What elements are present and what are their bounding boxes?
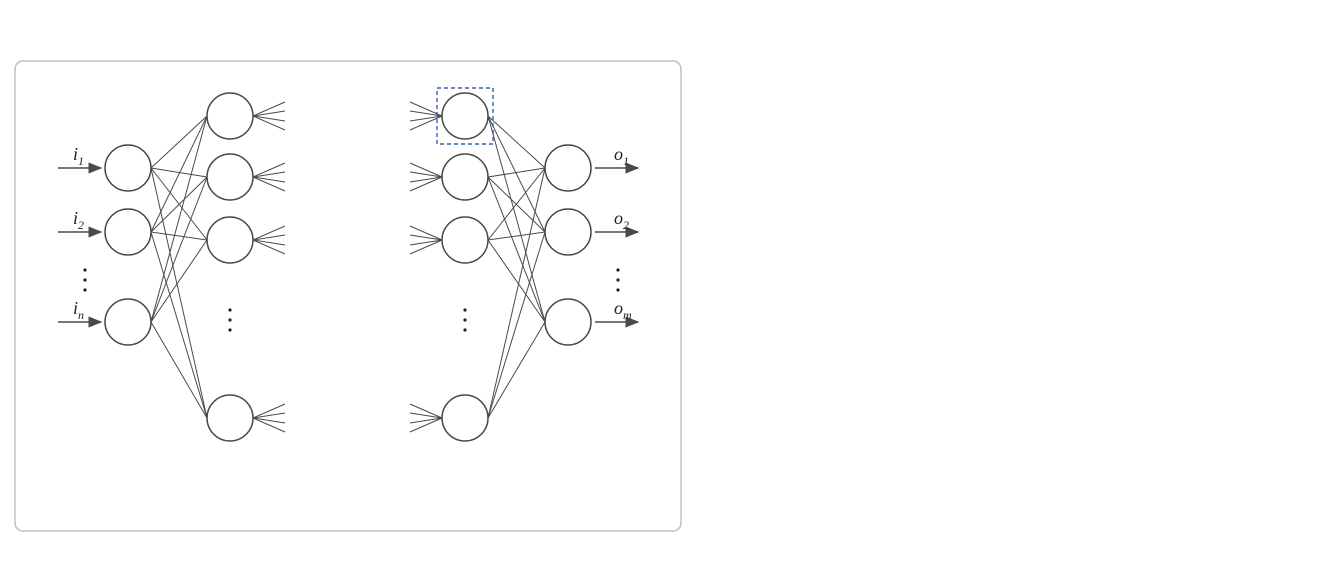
vdots <box>83 278 86 281</box>
hidden1-node <box>207 217 253 263</box>
vdots <box>463 318 466 321</box>
vdots <box>83 268 86 271</box>
vdots <box>616 288 619 291</box>
vdots <box>616 278 619 281</box>
input-node <box>105 209 151 255</box>
hiddenk-node <box>442 395 488 441</box>
vdots <box>228 318 231 321</box>
vdots <box>83 288 86 291</box>
output-node <box>545 209 591 255</box>
vdots <box>228 328 231 331</box>
canvas-bg <box>0 0 1334 567</box>
output-node <box>545 299 591 345</box>
hidden1-node <box>207 395 253 441</box>
vdots <box>463 328 466 331</box>
vdots <box>463 308 466 311</box>
hiddenk-node <box>442 93 488 139</box>
hidden1-node <box>207 93 253 139</box>
output-node <box>545 145 591 191</box>
input-node <box>105 299 151 345</box>
hiddenk-node <box>442 154 488 200</box>
vdots <box>616 268 619 271</box>
hiddenk-node <box>442 217 488 263</box>
input-node <box>105 145 151 191</box>
hidden1-node <box>207 154 253 200</box>
vdots <box>228 308 231 311</box>
